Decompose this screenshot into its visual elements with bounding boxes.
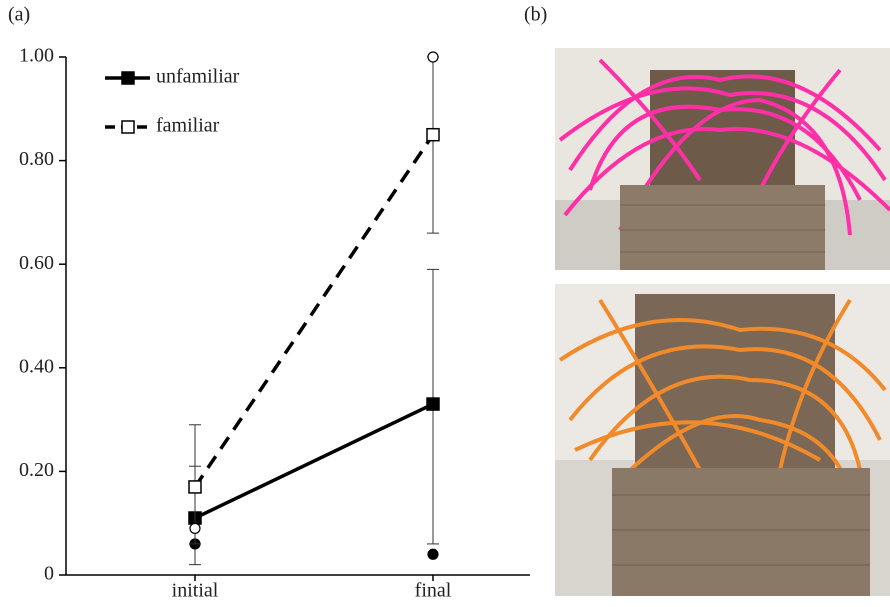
y-tick-label: 0.60 [19,252,54,274]
photo-orange-nest [555,284,890,596]
marker [426,397,440,411]
photo-pink-nest [555,48,890,270]
outlier [427,51,439,63]
panel-label: (b) [524,4,547,26]
y-tick-label: 1.00 [19,45,54,67]
legend-marker [121,71,135,85]
x-tick-label: final [415,580,452,602]
y-tick-label: 0.40 [19,355,54,377]
panel-label: (a) [8,4,30,26]
outlier [189,522,201,534]
x-tick-label: initial [172,580,219,602]
marker [188,480,202,494]
y-tick-label: 0.80 [19,148,54,170]
legend-label: unfamiliar [156,66,240,88]
legend-marker [121,120,135,134]
outlier [427,548,439,560]
marker [426,127,440,142]
series-line [193,133,435,488]
series-line [194,402,434,520]
y-tick-label: 0 [44,563,54,585]
legend-label: familiar [156,115,220,137]
y-tick-label: 0.20 [19,459,54,481]
